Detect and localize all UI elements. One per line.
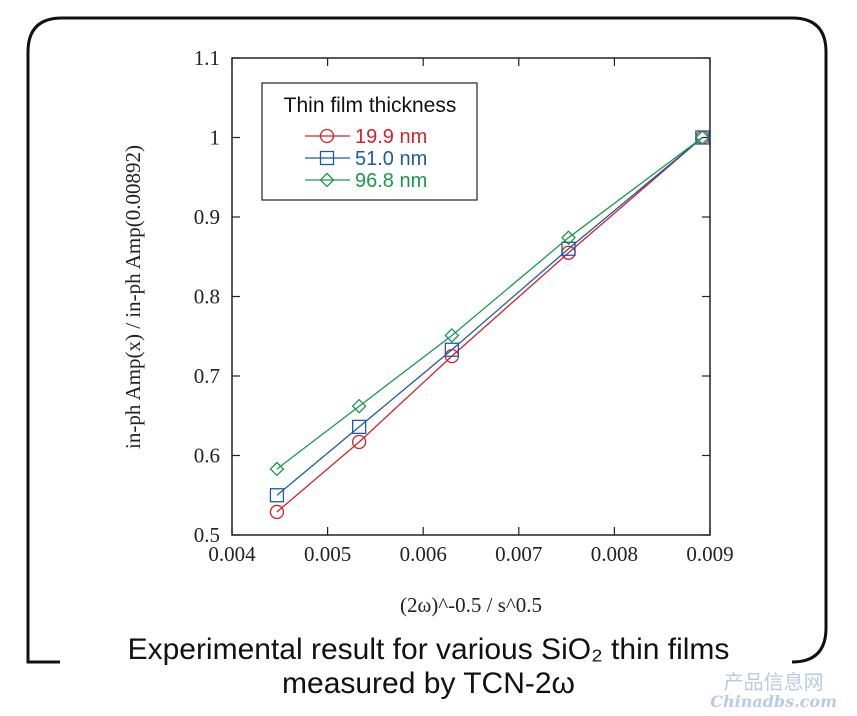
y-tick-label: 0.5 <box>194 523 220 547</box>
data-point-diamond <box>694 130 710 145</box>
data-point-diamond <box>561 230 576 246</box>
series-96-8-nm <box>269 130 710 477</box>
watermark-text: 产品信息网 <box>723 670 824 694</box>
watermark-url: Chinadbs.com <box>710 692 837 711</box>
data-point-square <box>269 488 285 503</box>
y-tick-label: 0.6 <box>194 444 220 468</box>
y-tick-label: 1 <box>210 126 221 150</box>
y-tick-label: 0.8 <box>194 285 220 309</box>
legend-entry: 19.9 nm <box>355 126 427 148</box>
legend-box <box>261 82 478 201</box>
y-axis-label: in-ph Amp(x) / in-ph Amp(0.00892) <box>121 145 145 449</box>
x-tick-label: 0.007 <box>495 542 542 566</box>
y-tick-label: 0.7 <box>194 364 220 388</box>
data-point-diamond <box>444 328 460 343</box>
data-point-diamond <box>351 398 367 414</box>
watermark: 产品信息网 Chinadbs.com <box>710 672 837 712</box>
legend-title: Thin film thickness <box>284 94 457 117</box>
x-tick-label: 0.005 <box>304 542 351 566</box>
data-point-circle <box>269 504 285 520</box>
data-point-square <box>561 241 576 256</box>
data-point-circle <box>351 434 367 450</box>
series-line <box>276 136 703 470</box>
y-tick-label: 1.1 <box>194 46 220 70</box>
y-tick-label: 0.9 <box>194 205 220 229</box>
x-tick-label: 0.009 <box>686 542 733 566</box>
legend-entry: 96.8 nm <box>355 170 427 192</box>
data-point-diamond <box>319 172 335 188</box>
caption-line-2: measured by TCN-2ω <box>282 667 575 700</box>
x-tick-label: 0.008 <box>591 542 638 566</box>
data-point-square <box>444 342 460 357</box>
x-tick-label: 0.004 <box>208 542 256 566</box>
data-point-diamond <box>269 461 285 477</box>
x-tick-label: 0.006 <box>400 542 447 566</box>
data-point-square <box>319 150 335 166</box>
caption-line-1: Experimental result for various SiO₂ thi… <box>127 633 730 666</box>
x-axis-label: (2ω)^-0.5 / s^0.5 <box>400 593 542 617</box>
series-line <box>276 137 703 496</box>
legend-entry: 51.0 nm <box>355 148 427 170</box>
data-point-square <box>351 419 367 435</box>
data-point-circle <box>319 128 335 144</box>
